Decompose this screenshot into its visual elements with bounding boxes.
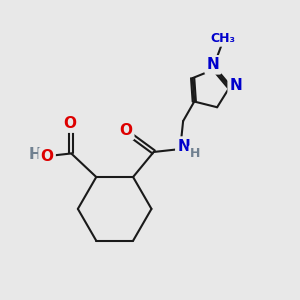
Text: O: O: [119, 123, 132, 138]
Text: CH₃: CH₃: [211, 32, 236, 45]
Text: N: N: [177, 139, 190, 154]
Text: O: O: [63, 116, 76, 130]
Text: H: H: [29, 147, 42, 162]
Text: N: N: [230, 78, 242, 93]
Text: O: O: [40, 149, 54, 164]
Text: H: H: [190, 147, 201, 160]
Text: N: N: [207, 57, 219, 72]
